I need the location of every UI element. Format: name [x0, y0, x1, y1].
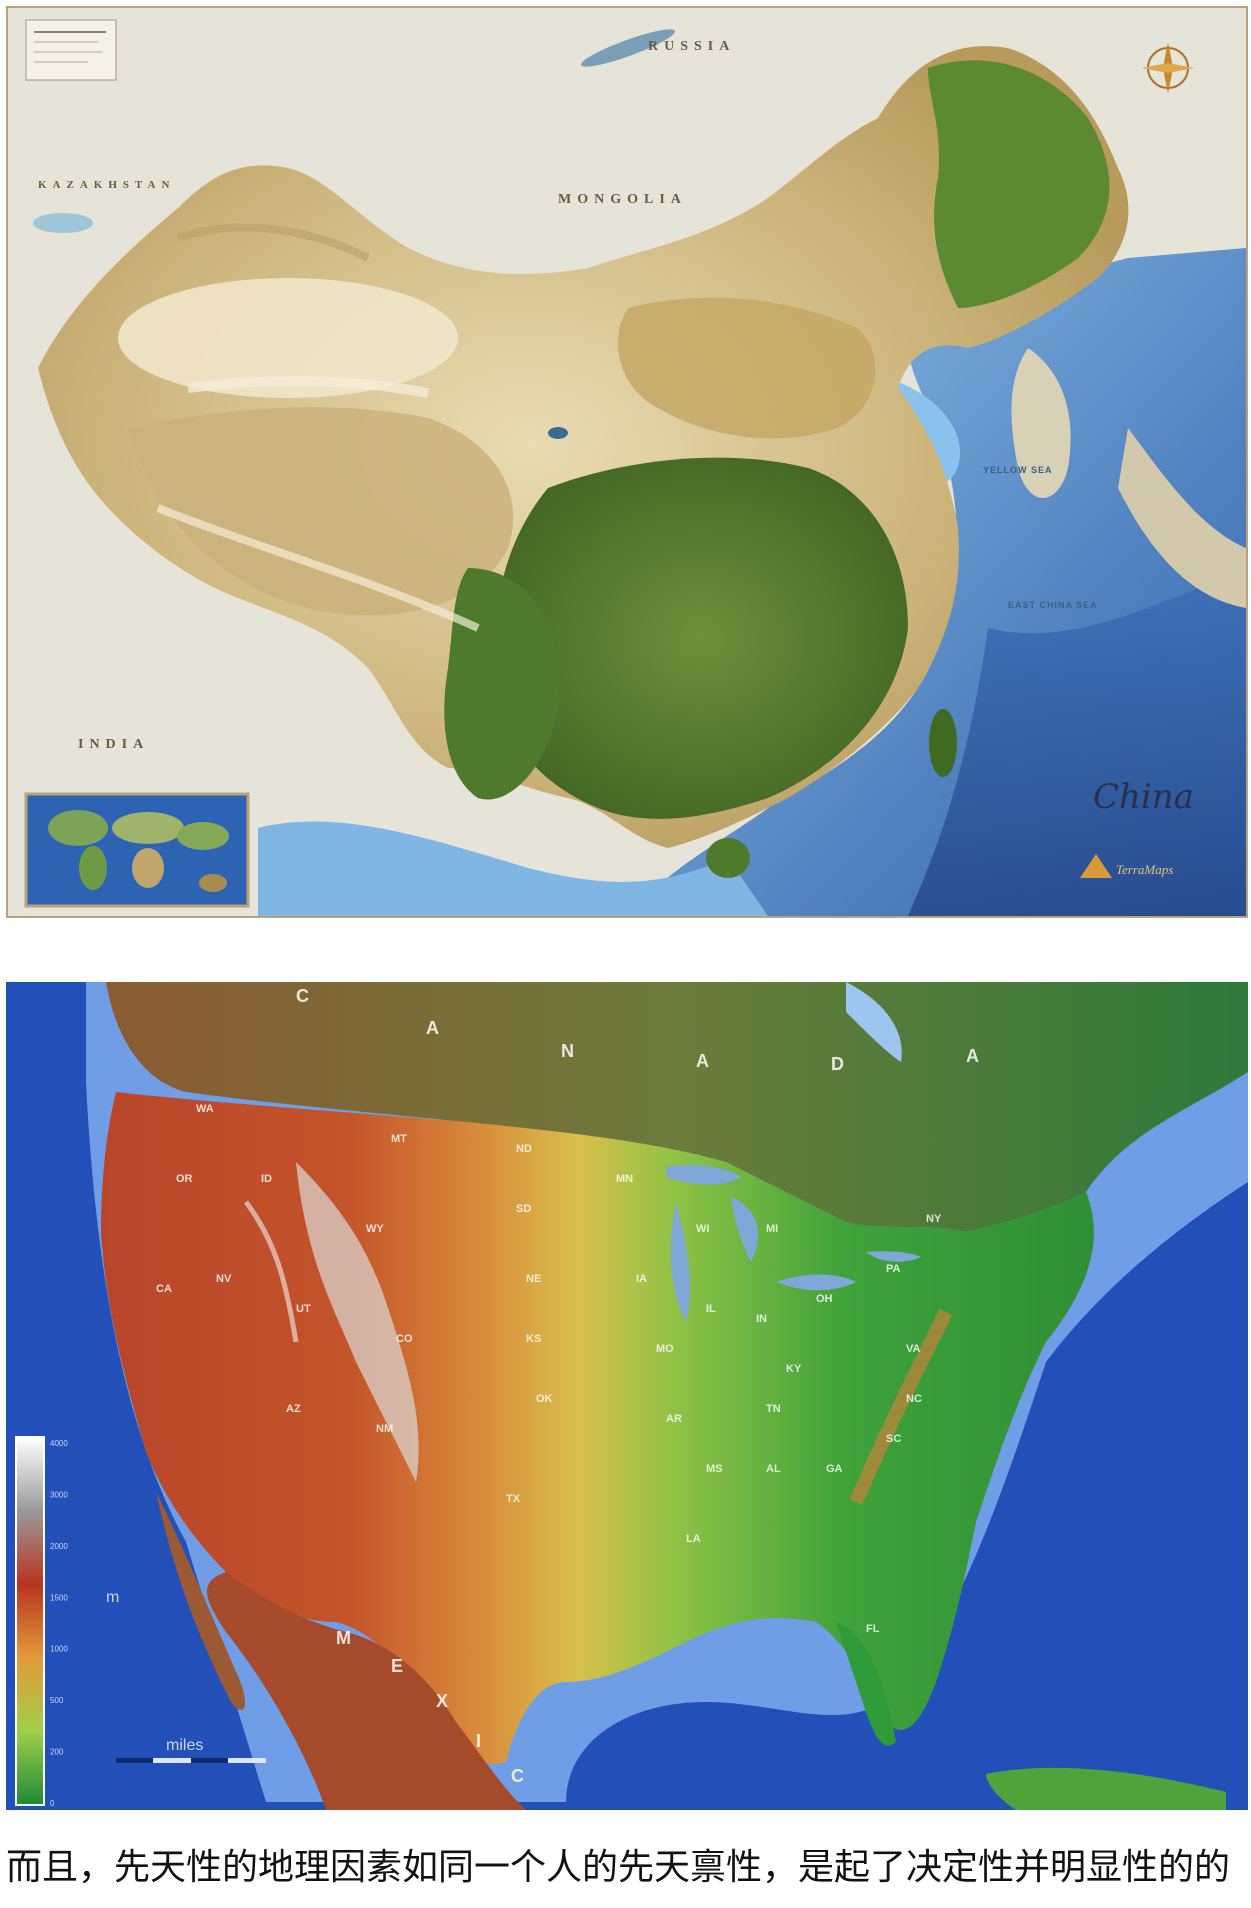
- legend-unit: m: [106, 1589, 119, 1606]
- body-text-line: 而且，先天性的地理因素如同一个人的先天禀性，是起了决定性并明显性的的: [6, 1847, 1231, 1887]
- state-label-nd: ND: [516, 1143, 532, 1155]
- state-label-or: OR: [176, 1173, 193, 1185]
- legend-tick-label: 0: [50, 1799, 55, 1808]
- label-kazakhstan: KAZAKHSTAN: [38, 179, 175, 191]
- canada-letter-1: C: [296, 986, 309, 1006]
- state-label-sd: SD: [516, 1203, 531, 1215]
- label-russia: RUSSIA: [648, 39, 735, 54]
- state-label-wy: WY: [366, 1223, 384, 1235]
- mexico-letter-4: I: [476, 1731, 481, 1751]
- legend-tick-label: 500: [50, 1696, 64, 1705]
- world-inset-map: [24, 792, 250, 908]
- state-label-mo: MO: [656, 1343, 674, 1355]
- map-legend-box: [25, 19, 117, 81]
- state-label-ia: IA: [636, 1273, 647, 1285]
- state-label-ne: NE: [526, 1273, 541, 1285]
- state-label-ms: MS: [706, 1463, 723, 1475]
- state-label-tx: TX: [506, 1493, 521, 1505]
- map-title: China: [1093, 777, 1194, 817]
- label-east-china-sea: EAST CHINA SEA: [1008, 600, 1098, 610]
- label-india: INDIA: [78, 737, 149, 752]
- canada-letter-6: A: [966, 1046, 979, 1066]
- state-label-az: AZ: [286, 1403, 301, 1415]
- state-label-ky: KY: [786, 1363, 802, 1375]
- state-label-tn: TN: [766, 1403, 781, 1415]
- legend-tick-label: 1500: [50, 1593, 68, 1602]
- state-label-il: IL: [706, 1303, 716, 1315]
- legend-tick-label: 3000: [50, 1490, 68, 1499]
- state-label-co: CO: [396, 1333, 413, 1345]
- state-label-nc: NC: [906, 1393, 922, 1405]
- canada-letter-4: A: [696, 1051, 709, 1071]
- mexico-letter-1: M: [336, 1628, 351, 1648]
- canada-letter-2: A: [426, 1018, 439, 1038]
- label-mongolia: MONGOLIA: [558, 192, 687, 207]
- state-label-nv: NV: [216, 1273, 232, 1285]
- legend-tick-label: 2000: [50, 1542, 68, 1551]
- state-label-ut: UT: [296, 1303, 311, 1315]
- legend-tick-label: 4000: [50, 1439, 68, 1448]
- state-label-ga: GA: [826, 1463, 843, 1475]
- state-label-wa: WA: [196, 1103, 214, 1115]
- state-label-ny: NY: [926, 1213, 942, 1225]
- scale-bar-label: miles: [166, 1737, 203, 1754]
- state-label-ok: OK: [536, 1393, 553, 1405]
- compass-rose-icon: [1142, 42, 1194, 94]
- usa-relief-map: C A N A D A M E X I C MT ID CA NV UT CO AZ NM TX…: [6, 982, 1248, 1810]
- state-label-ar: AR: [666, 1413, 682, 1425]
- legend-tick-label: 1000: [50, 1645, 68, 1654]
- state-label-ks: KS: [526, 1333, 541, 1345]
- state-label-va: VA: [906, 1343, 921, 1355]
- state-label-pa: PA: [886, 1263, 901, 1275]
- state-label-mi: MI: [766, 1223, 778, 1235]
- mexico-letter-5: C: [511, 1766, 524, 1786]
- usa-relief-map-graphic: C A N A D A M E X I C MT ID CA NV UT CO AZ NM TX…: [6, 982, 1248, 1810]
- state-label-al: AL: [766, 1463, 781, 1475]
- state-label-la: LA: [686, 1533, 701, 1545]
- mexico-letter-3: X: [436, 1691, 448, 1711]
- state-label-nm: NM: [376, 1423, 393, 1435]
- state-label-wi: WI: [696, 1223, 709, 1235]
- canada-letter-3: N: [561, 1041, 574, 1061]
- terramaps-logo: TerraMaps: [1080, 854, 1173, 878]
- state-label-oh: OH: [816, 1293, 833, 1305]
- state-labels: MT ID CA NV UT CO AZ NM TX OK KS NE SD ND MN WI MI IA IL IN…: [156, 1103, 942, 1635]
- china-relief-map-graphic: RUSSIA KAZAKHSTAN MONGOLIA INDIA YELLOW …: [8, 8, 1246, 916]
- state-label-id: ID: [261, 1173, 272, 1185]
- state-label-mn: MN: [616, 1173, 633, 1185]
- mexico-letter-2: E: [391, 1656, 403, 1676]
- state-label-ca: CA: [156, 1283, 172, 1295]
- label-yellow-sea: YELLOW SEA: [983, 465, 1053, 475]
- state-label-mt: MT: [391, 1133, 407, 1145]
- canada-letter-5: D: [831, 1054, 844, 1074]
- state-label-sc: SC: [886, 1433, 901, 1445]
- legend-tick-label: 200: [50, 1748, 64, 1757]
- state-label-in: IN: [756, 1313, 767, 1325]
- state-label-fl: FL: [866, 1623, 880, 1635]
- scale-bar: [116, 1758, 266, 1763]
- brand-label: TerraMaps: [1116, 862, 1173, 877]
- china-relief-map: RUSSIA KAZAKHSTAN MONGOLIA INDIA YELLOW …: [6, 6, 1248, 918]
